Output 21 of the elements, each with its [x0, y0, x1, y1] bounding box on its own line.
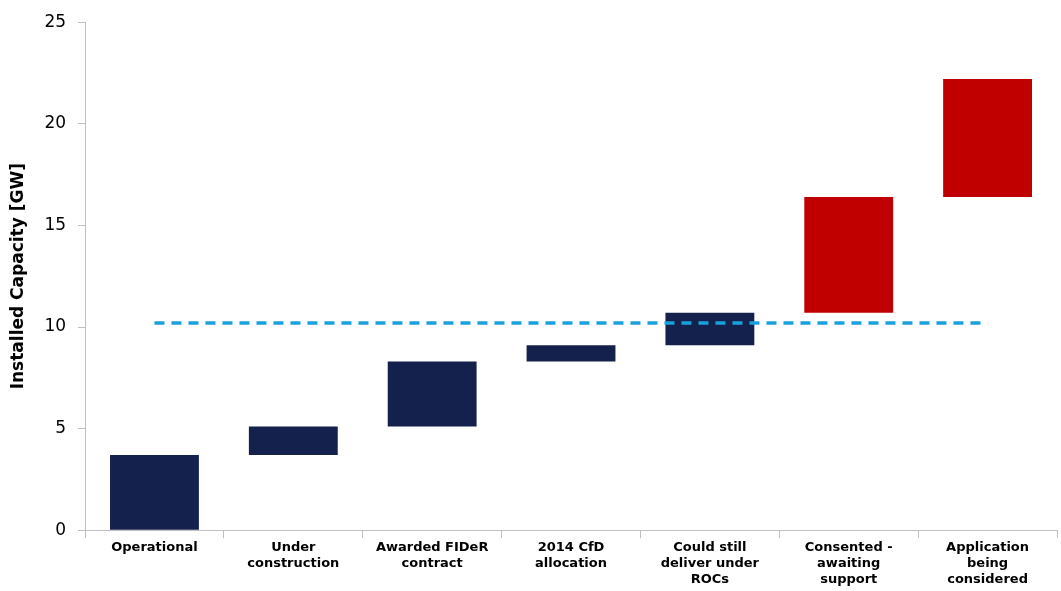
x-tick-label: Operational: [111, 539, 198, 555]
bar: [943, 79, 1033, 197]
x-tick-label: Under construction: [247, 539, 340, 570]
bar: [387, 361, 477, 427]
bar: [804, 196, 894, 313]
x-tick-label: Consented - awaiting support: [804, 539, 893, 586]
bar: [110, 455, 199, 530]
y-tick-label: 15: [44, 213, 67, 234]
y-axis-title: Installed Capacity [GW]: [6, 163, 27, 390]
bar: [526, 345, 616, 362]
y-tick-label: 5: [55, 417, 67, 438]
x-tick-label: Awarded FIDeR contract: [375, 539, 489, 570]
y-tick-label: 0: [55, 518, 67, 539]
bar: [248, 426, 338, 456]
x-tick-label: 2014 CfD allocation: [535, 539, 607, 570]
y-tick-label: 10: [44, 315, 67, 336]
x-tick-label: Could still deliver under ROCs: [660, 539, 760, 586]
y-tick-label: 25: [44, 10, 67, 31]
x-tick-label: Application being considered: [946, 539, 1030, 586]
y-tick-label: 20: [44, 112, 67, 133]
bar: [665, 312, 755, 346]
